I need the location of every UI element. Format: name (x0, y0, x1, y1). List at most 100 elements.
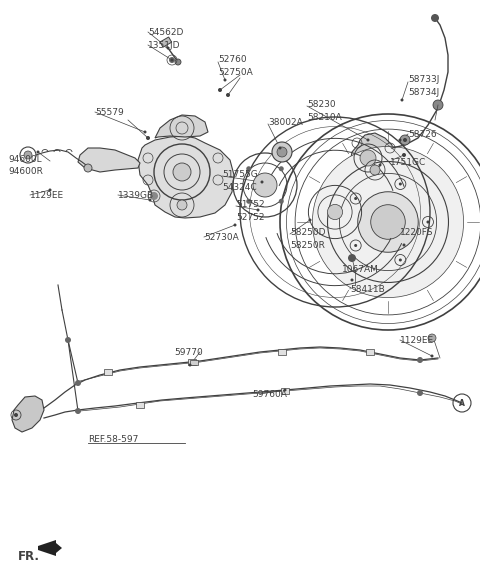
Circle shape (354, 197, 357, 200)
Circle shape (350, 257, 353, 259)
Circle shape (144, 130, 146, 133)
Text: 1351JD: 1351JD (148, 41, 180, 50)
Text: 58734J: 58734J (408, 88, 439, 97)
Text: 51755G: 51755G (222, 170, 258, 179)
Circle shape (358, 192, 418, 252)
Circle shape (246, 166, 251, 171)
Polygon shape (38, 540, 62, 556)
Bar (104, 369, 112, 375)
Text: 54324C: 54324C (222, 183, 257, 192)
Text: 58210A: 58210A (307, 113, 342, 122)
Circle shape (170, 59, 173, 62)
Text: A: A (459, 399, 465, 407)
Polygon shape (350, 133, 394, 182)
Circle shape (354, 244, 357, 247)
Circle shape (75, 380, 81, 386)
Circle shape (65, 337, 71, 343)
Text: 52730A: 52730A (204, 233, 239, 242)
Circle shape (224, 79, 227, 82)
Text: 54562D: 54562D (148, 28, 183, 37)
Circle shape (169, 57, 175, 63)
Circle shape (48, 188, 51, 191)
Circle shape (173, 163, 191, 181)
Circle shape (379, 164, 382, 167)
Circle shape (218, 88, 222, 92)
Text: 59760A: 59760A (252, 390, 287, 399)
Circle shape (431, 355, 433, 357)
Text: 59770: 59770 (174, 348, 203, 357)
Circle shape (177, 200, 187, 210)
Circle shape (253, 173, 277, 197)
Text: 1067AM: 1067AM (342, 265, 379, 274)
Circle shape (246, 199, 251, 204)
Text: 52750A: 52750A (218, 68, 253, 77)
Text: 1751GC: 1751GC (390, 158, 426, 167)
Circle shape (370, 165, 380, 175)
Text: 1339GB: 1339GB (118, 191, 154, 200)
Text: REF.58-597: REF.58-597 (88, 435, 138, 444)
Circle shape (233, 224, 237, 227)
Text: 52760: 52760 (218, 55, 247, 64)
Circle shape (278, 147, 281, 150)
Circle shape (399, 258, 402, 261)
Text: 1129EE: 1129EE (400, 336, 434, 345)
Polygon shape (138, 136, 234, 218)
Text: 94600L: 94600L (8, 155, 42, 164)
Circle shape (309, 218, 312, 221)
Circle shape (261, 180, 264, 184)
Text: 58250R: 58250R (290, 241, 325, 250)
Circle shape (146, 136, 150, 140)
Text: 51752: 51752 (236, 200, 264, 209)
Circle shape (367, 139, 370, 141)
Circle shape (360, 150, 376, 166)
Bar (278, 349, 286, 355)
Text: 38002A: 38002A (268, 118, 303, 127)
Circle shape (431, 14, 439, 22)
Circle shape (417, 357, 423, 363)
Bar (281, 388, 289, 394)
Text: 1129EE: 1129EE (30, 191, 64, 200)
Circle shape (399, 183, 402, 185)
Text: FR.: FR. (18, 550, 40, 563)
Circle shape (150, 192, 158, 200)
Circle shape (426, 221, 430, 224)
Circle shape (167, 46, 169, 49)
Circle shape (402, 153, 406, 157)
Text: 58250D: 58250D (290, 228, 325, 237)
Circle shape (327, 204, 343, 220)
Circle shape (36, 150, 39, 153)
Circle shape (371, 205, 405, 239)
Bar (188, 359, 196, 365)
Circle shape (84, 164, 92, 172)
Circle shape (400, 135, 410, 145)
Circle shape (226, 93, 230, 97)
Text: 58411B: 58411B (350, 285, 385, 294)
Circle shape (14, 413, 18, 417)
Circle shape (189, 363, 192, 366)
Circle shape (403, 138, 407, 142)
Circle shape (175, 59, 181, 65)
Bar (160, 37, 172, 47)
Circle shape (350, 278, 353, 282)
Text: 58726: 58726 (408, 130, 437, 139)
Bar (190, 360, 198, 365)
Circle shape (75, 408, 81, 414)
Text: 58733J: 58733J (408, 75, 439, 84)
Text: 52752: 52752 (236, 213, 264, 222)
Circle shape (277, 147, 287, 157)
Bar (366, 349, 374, 355)
Text: 1220FS: 1220FS (400, 228, 433, 237)
Circle shape (312, 146, 464, 298)
Bar (136, 402, 144, 408)
Polygon shape (155, 115, 208, 138)
Circle shape (148, 198, 152, 201)
Circle shape (398, 139, 401, 141)
Circle shape (417, 390, 423, 396)
Circle shape (403, 244, 406, 247)
Circle shape (256, 208, 260, 211)
Circle shape (24, 151, 32, 159)
Polygon shape (12, 396, 44, 432)
Circle shape (284, 389, 287, 392)
Circle shape (348, 254, 356, 262)
Circle shape (428, 334, 436, 342)
